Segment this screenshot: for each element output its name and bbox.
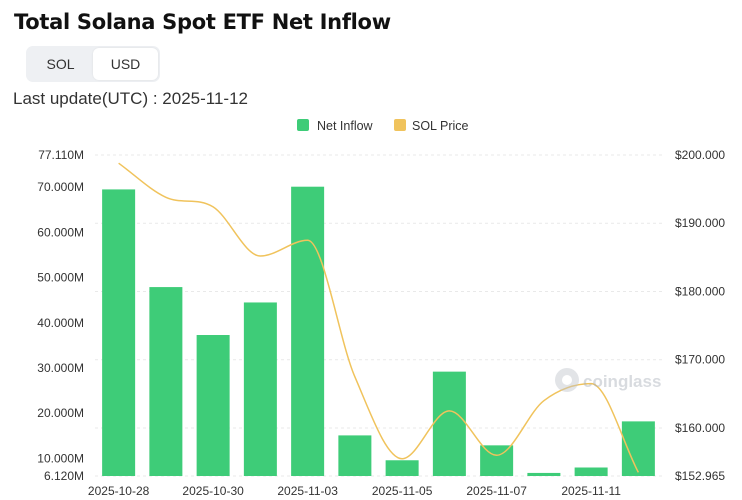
y-right-tick-label: $170.000	[675, 353, 725, 367]
y-left-tick-label: 10.000M	[37, 451, 84, 465]
inflow-bar	[149, 287, 183, 476]
coinglass-logo-inner	[562, 375, 572, 385]
y-left-tick-label: 40.000M	[37, 316, 84, 330]
usd-toggle-button[interactable]: USD	[93, 48, 158, 80]
inflow-bar	[338, 435, 372, 476]
x-tick-label: 2025-11-11	[561, 484, 621, 498]
chart-title: Total Solana Spot ETF Net Inflow	[14, 10, 391, 34]
sol-price-line	[118, 162, 640, 473]
inflow-bar	[196, 335, 230, 476]
y-right-tick-label: $160.000	[675, 421, 725, 435]
y-right-tick-label: $152.965	[675, 469, 725, 483]
unit-toggle: SOL USD	[26, 46, 160, 82]
inflow-bar	[574, 467, 608, 476]
y-left-tick-label: 6.120M	[44, 469, 84, 483]
legend-net-inflow-swatch	[297, 119, 309, 131]
y-left-tick-label: 30.000M	[37, 361, 84, 375]
x-tick-label: 2025-10-30	[182, 484, 244, 498]
x-tick-label: 2025-11-07	[466, 484, 527, 498]
inflow-bar	[291, 186, 325, 476]
y-left-tick-label: 50.000M	[37, 271, 84, 285]
y-left-tick-label: 60.000M	[37, 225, 84, 239]
legend: Net Inflow SOL Price	[297, 119, 469, 133]
x-tick-label: 2025-11-03	[277, 484, 338, 498]
legend-sol-price-swatch	[394, 119, 406, 131]
last-update: Last update(UTC) : 2025-11-12	[13, 89, 248, 109]
last-update-value: 2025-11-12	[162, 89, 248, 108]
y-left-tick-label: 20.000M	[37, 406, 84, 420]
inflow-bar	[480, 445, 514, 476]
x-tick-label: 2025-10-28	[88, 484, 150, 498]
sol-toggle-button[interactable]: SOL	[28, 48, 93, 80]
inflow-bar	[432, 371, 466, 476]
legend-net-inflow-label: Net Inflow	[317, 119, 374, 133]
y-right-tick-label: $190.000	[675, 216, 725, 230]
y-right-tick-label: $180.000	[675, 284, 725, 298]
y-left-tick-label: 70.000M	[37, 180, 84, 194]
x-tick-label: 2025-11-05	[372, 484, 433, 498]
inflow-bar	[385, 460, 419, 476]
inflow-bar	[102, 189, 136, 476]
legend-sol-price-label: SOL Price	[412, 119, 469, 133]
y-left-tick-label: 77.110M	[38, 148, 84, 162]
coinglass-logo-icon	[555, 368, 579, 392]
inflow-bar	[621, 421, 655, 476]
inflow-bar	[527, 472, 561, 476]
last-update-label: Last update(UTC) :	[13, 89, 163, 108]
coinglass-watermark-text: coinglass	[583, 372, 661, 391]
coinglass-watermark: coinglass	[555, 368, 661, 392]
inflow-bar	[243, 302, 277, 476]
y-right-tick-label: $200.000	[675, 148, 725, 162]
